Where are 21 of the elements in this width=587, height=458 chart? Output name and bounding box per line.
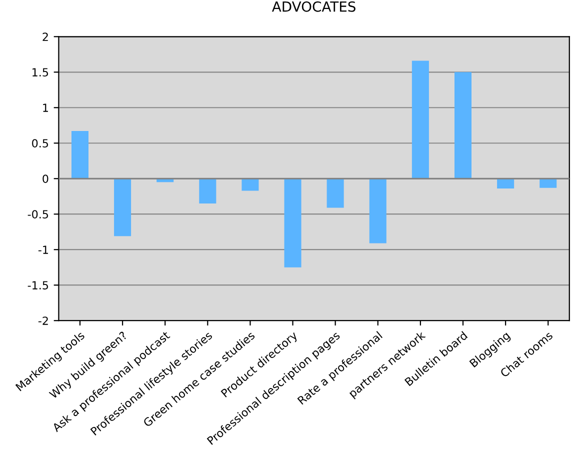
bar	[454, 72, 472, 179]
bar	[242, 178, 259, 191]
bar	[71, 131, 88, 179]
y-tick-label: 0.5	[32, 139, 48, 148]
bar	[199, 178, 216, 204]
bar	[497, 178, 514, 189]
y-tick-label: -1	[38, 246, 48, 254]
chart-title: ADVOCATES	[272, 1, 356, 12]
y-tick-label: -2	[38, 316, 48, 325]
bar	[326, 178, 344, 208]
bar	[540, 178, 557, 188]
y-tick-label: 1	[43, 104, 48, 112]
y-tick-label: -1.5	[28, 281, 48, 290]
y-tick-label: 1.5	[32, 68, 48, 77]
y-tick-label: -0.5	[28, 210, 48, 218]
bar	[369, 178, 386, 244]
bar	[284, 178, 302, 268]
bar	[114, 178, 132, 236]
bar	[412, 60, 429, 179]
y-tick-label: 2	[42, 32, 48, 41]
y-tick-label: 0	[42, 174, 48, 183]
